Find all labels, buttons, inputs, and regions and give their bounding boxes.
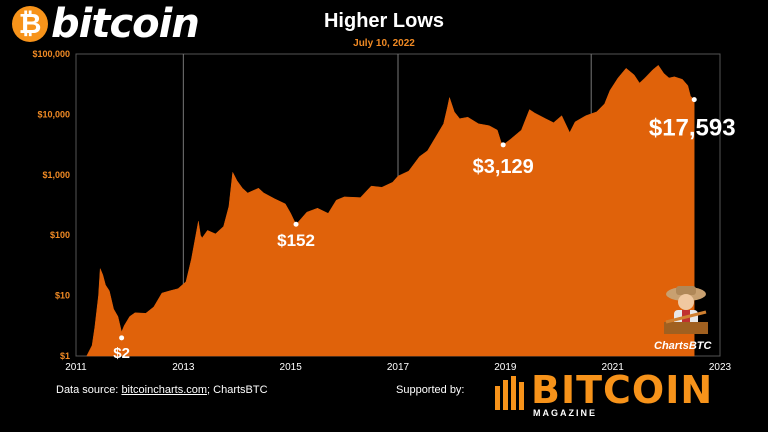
source-prefix: Data source:	[56, 384, 119, 396]
x-tick-label: 2019	[494, 362, 517, 373]
annotation-label: $2	[113, 345, 130, 362]
y-tick-label: $10	[55, 291, 70, 301]
price-area	[86, 64, 695, 357]
bitcoin-wordmark: bitcoin	[51, 1, 200, 47]
chart-title: Higher Lows	[323, 10, 444, 32]
x-tick-label: 2021	[602, 362, 625, 373]
y-tick-label: $10,000	[37, 109, 70, 119]
bitcoin-magazine-word: BITCOIN	[531, 368, 714, 412]
supported-by: Supported by:	[396, 384, 465, 396]
annotation-label: $17,593	[649, 115, 736, 142]
annotation-point	[119, 335, 125, 341]
annotation-point	[500, 142, 506, 148]
bitcoin-coin-icon: ₿	[12, 6, 48, 42]
source-suffix: ; ChartsBTC	[207, 384, 268, 396]
annotation-point	[293, 221, 299, 227]
annotation-label: $152	[277, 231, 315, 250]
bitcoin-magazine-mark-icon	[495, 372, 525, 412]
data-source: Data source: bitcoincharts.com; ChartsBT…	[56, 384, 268, 396]
x-tick-label: 2023	[709, 362, 732, 373]
chartsbtc-label: ChartsBTC	[654, 340, 712, 352]
y-tick-label: $1	[60, 351, 70, 361]
bitcoin-logo: ₿ bitcoin	[12, 1, 200, 47]
source-link[interactable]: bitcoincharts.com	[121, 384, 208, 396]
x-tick-label: 2015	[280, 362, 303, 373]
x-tick-label: 2011	[65, 362, 87, 373]
chart-subtitle: July 10, 2022	[353, 38, 415, 49]
x-tick-label: 2017	[387, 362, 410, 373]
annotation-point	[691, 97, 697, 103]
y-tick-label: $100,000	[32, 49, 70, 59]
bitcoin-magazine-logo: BITCOIN MAGAZINE	[495, 368, 714, 418]
y-tick-label: $100	[50, 230, 70, 240]
bitcoin-magazine-sub: MAGAZINE	[533, 408, 597, 418]
x-tick-label: 2013	[172, 362, 195, 373]
chartsbtc-mascot-icon	[664, 286, 708, 334]
y-tick-label: $1,000	[42, 170, 70, 180]
annotation-label: $3,129	[473, 156, 534, 178]
